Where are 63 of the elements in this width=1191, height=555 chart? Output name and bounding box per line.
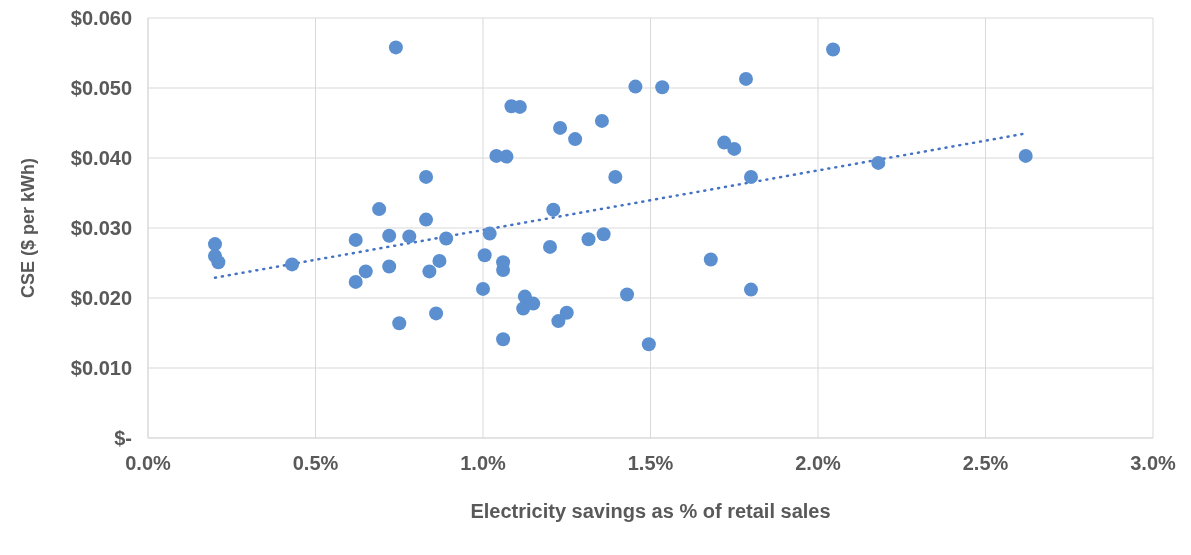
point [738, 71, 753, 86]
point [826, 42, 841, 57]
point [516, 301, 531, 316]
point [744, 169, 758, 184]
point [402, 229, 417, 244]
point [285, 257, 300, 272]
point [871, 155, 886, 170]
y-axis-title: CSE ($ per kWh) [18, 157, 39, 299]
y-tick-label: $- [114, 427, 132, 450]
x-tick-label: 0.5% [292, 452, 339, 475]
point [703, 252, 718, 267]
point [608, 169, 623, 184]
point [388, 40, 403, 55]
point [641, 337, 656, 352]
point [546, 202, 561, 217]
point [559, 305, 574, 320]
x-axis-title: Electricity savings as % of retail sales [470, 500, 831, 522]
y-tick-label: $0.020 [70, 287, 132, 310]
y-tick-label: $0.040 [70, 147, 132, 170]
y-tick-label: $0.030 [70, 217, 132, 240]
point [744, 282, 758, 297]
x-tick-label: 3.0% [1130, 452, 1177, 475]
point [208, 237, 222, 252]
point [211, 255, 226, 270]
point [581, 232, 596, 247]
point [439, 231, 454, 246]
point [372, 202, 387, 217]
point [477, 248, 492, 263]
point [496, 332, 511, 347]
point [499, 149, 514, 164]
x-tick-label: 1.0% [460, 452, 507, 475]
point [348, 232, 363, 247]
point [628, 79, 643, 94]
point [476, 281, 490, 296]
x-tick-label: 2.5% [962, 452, 1009, 475]
x-tick-label: 0.0% [125, 452, 172, 475]
point [727, 141, 742, 156]
point [382, 259, 397, 274]
x-tick-label: 1.5% [627, 452, 674, 475]
y-tick-label: $0.010 [70, 357, 132, 380]
point [717, 135, 732, 150]
point [422, 264, 437, 279]
point [429, 306, 444, 321]
point [553, 120, 568, 135]
point [419, 212, 434, 227]
point [419, 169, 434, 184]
point [543, 239, 557, 254]
point [620, 287, 635, 302]
point [348, 274, 363, 289]
y-tick-label: $0.060 [70, 7, 132, 30]
point [432, 253, 447, 268]
point [382, 228, 397, 243]
point [1018, 148, 1033, 163]
point [482, 226, 497, 241]
y-tick-label: $0.050 [70, 77, 132, 100]
point [596, 227, 611, 242]
point [594, 113, 609, 128]
point [655, 80, 670, 95]
point [392, 316, 407, 331]
point [551, 314, 566, 329]
point [358, 264, 373, 279]
x-tick-label: 2.0% [795, 452, 842, 475]
point [568, 132, 583, 147]
